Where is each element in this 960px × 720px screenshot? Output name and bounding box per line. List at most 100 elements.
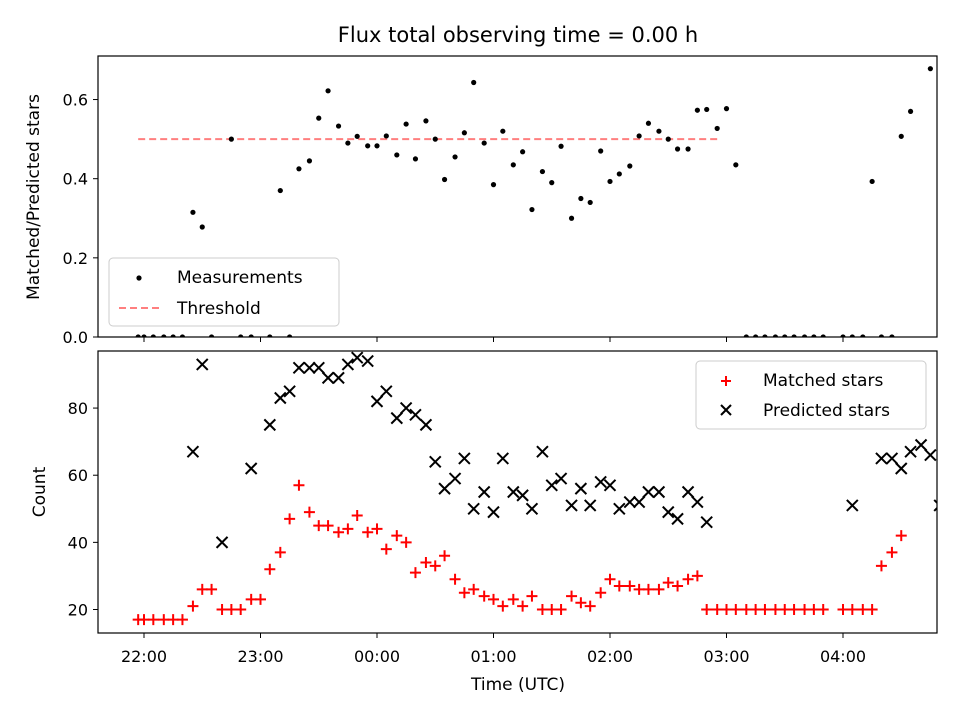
top-plot-frame xyxy=(97,55,938,338)
top-y-tick-label: 0.0 xyxy=(63,328,88,347)
predicted-point xyxy=(904,445,917,458)
matched-point xyxy=(138,614,150,626)
bottom-plot-frame xyxy=(97,350,938,634)
measurement-point xyxy=(403,121,409,127)
matched-point xyxy=(507,593,519,605)
measurement-point xyxy=(452,154,458,160)
top-y-tick-label: 0.6 xyxy=(63,91,88,110)
matched-point xyxy=(488,593,499,605)
x-axis-label: Time (UTC) xyxy=(470,675,565,695)
measurement-point xyxy=(141,334,147,337)
measurement-point xyxy=(801,334,808,337)
measurement-point xyxy=(238,334,244,337)
legend-predicted-label: Predicted stars xyxy=(763,401,890,421)
matched-point xyxy=(158,614,170,626)
predicted-point xyxy=(303,361,316,374)
matched-point xyxy=(216,604,228,615)
matched-point xyxy=(187,600,199,612)
top-legend: Measurements Threshold xyxy=(108,257,340,327)
matched-point xyxy=(875,560,887,572)
measurement-point xyxy=(840,334,846,337)
matched-point xyxy=(662,577,674,589)
predicted-point xyxy=(525,502,539,515)
measurement-point xyxy=(811,334,817,337)
measurement-point xyxy=(432,136,438,142)
measurement-point xyxy=(490,182,497,188)
matched-point xyxy=(468,583,480,595)
bottom-legend: Matched stars Predicted stars xyxy=(695,360,927,430)
top-y-tick-label: 0.4 xyxy=(63,170,88,189)
matched-point xyxy=(409,567,421,579)
predicted-point xyxy=(380,385,393,398)
predicted-point xyxy=(895,462,908,475)
legend-threshold-label: Threshold xyxy=(176,299,261,319)
predicted-point xyxy=(487,505,500,519)
x-tick-label: 04:00 xyxy=(820,647,866,666)
measurement-point xyxy=(685,146,691,152)
matched-point xyxy=(682,573,694,585)
x-tick-label: 22:00 xyxy=(121,647,167,666)
measurement-point xyxy=(549,180,555,186)
matched-point xyxy=(799,604,811,615)
predicted-point xyxy=(574,482,588,495)
matched-point xyxy=(769,604,781,615)
measurement-point xyxy=(296,166,302,172)
x-tick-label: 02:00 xyxy=(587,647,633,666)
matched-point xyxy=(167,614,179,626)
matched-point xyxy=(264,563,276,575)
top-panel: 0.0 0.2 0.4 0.6 xyxy=(63,55,938,347)
bottom-y-tick-label: 80 xyxy=(68,399,88,418)
predicted-point xyxy=(370,395,384,408)
measurement-point xyxy=(190,209,196,215)
measurement-point xyxy=(248,334,254,337)
chart-title: Flux total observing time = 0.00 h xyxy=(338,23,698,47)
measurement-point xyxy=(287,334,293,337)
matched-point xyxy=(351,510,363,521)
predicted-point xyxy=(429,455,442,468)
predicted-point xyxy=(924,448,937,462)
matched-point xyxy=(886,546,898,558)
predicted-point xyxy=(186,445,200,458)
x-tick-label: 01:00 xyxy=(470,647,516,666)
matched-point xyxy=(526,590,538,602)
matched-point xyxy=(691,570,703,582)
measurement-point xyxy=(374,143,380,149)
predicted-point xyxy=(536,445,549,458)
measurement-point xyxy=(161,334,167,337)
measurement-point xyxy=(665,136,671,142)
matched-point xyxy=(837,604,849,615)
matched-point xyxy=(322,520,334,532)
predicted-point xyxy=(516,489,529,502)
measurement-point xyxy=(616,171,622,177)
measurement-point xyxy=(772,334,779,337)
predicted-point xyxy=(332,371,345,385)
matched-point xyxy=(206,583,218,595)
matched-point xyxy=(147,614,159,626)
measurement-point xyxy=(316,115,322,121)
predicted-point xyxy=(263,418,277,432)
measurement-point xyxy=(441,176,448,183)
measurement-point xyxy=(723,106,730,112)
measurement-point xyxy=(228,136,234,142)
matched-point xyxy=(711,604,723,615)
measurement-point xyxy=(578,195,584,202)
predicted-point xyxy=(681,485,695,499)
matched-point xyxy=(284,513,296,525)
measurements-series xyxy=(135,66,933,337)
bottom-y-tick-label: 20 xyxy=(68,601,88,620)
measurement-point xyxy=(179,334,186,337)
matched-point xyxy=(274,546,286,558)
measurement-point xyxy=(907,108,914,115)
measurement-point xyxy=(539,168,546,175)
legend-measurements-marker xyxy=(136,275,142,281)
matched-point xyxy=(653,583,665,595)
predicted-point xyxy=(274,391,287,405)
measurement-point xyxy=(365,143,371,149)
measurement-point xyxy=(607,178,613,185)
measurement-point xyxy=(762,334,768,337)
predicted-point xyxy=(671,512,684,526)
measurement-point xyxy=(860,334,866,337)
measurement-point xyxy=(694,107,700,113)
predicted-point xyxy=(583,499,597,512)
measurement-point xyxy=(627,163,633,169)
